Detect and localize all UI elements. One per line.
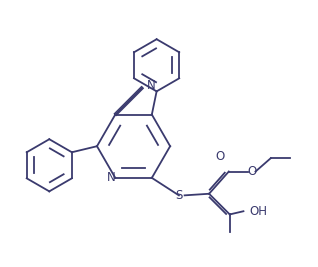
Text: N: N	[107, 171, 116, 184]
Text: OH: OH	[250, 205, 268, 218]
Text: O: O	[215, 150, 225, 163]
Text: O: O	[247, 165, 256, 178]
Text: N: N	[147, 80, 156, 92]
Text: S: S	[175, 190, 183, 202]
